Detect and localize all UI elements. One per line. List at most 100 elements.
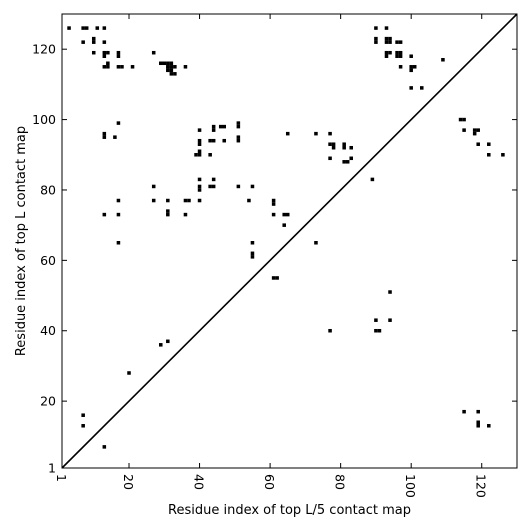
contact-point (384, 36, 389, 41)
contact-point (349, 156, 353, 161)
contact-point (398, 65, 403, 69)
x-tick-label: 1 (54, 474, 69, 482)
contact-point (166, 61, 170, 66)
contact-point (116, 212, 121, 217)
contact-point (183, 198, 188, 203)
contact-point (102, 445, 107, 449)
contact-point (120, 65, 124, 69)
contact-point (285, 212, 290, 217)
contact-point (106, 65, 110, 69)
contact-point (187, 198, 191, 203)
contact-point (194, 153, 198, 157)
contact-point (159, 61, 163, 66)
contact-point (218, 124, 223, 129)
x-tick-label: 120 (474, 474, 489, 498)
contact-point (476, 142, 480, 146)
contact-point (197, 198, 202, 203)
contact-point (130, 65, 135, 69)
contact-point (487, 424, 491, 428)
contact-point (127, 371, 131, 375)
contact-point (282, 212, 286, 217)
contact-point (151, 198, 156, 203)
contact-point (388, 36, 392, 41)
contact-point (166, 209, 170, 213)
contact-point (211, 177, 216, 182)
contact-point (183, 65, 188, 69)
contact-point (81, 413, 85, 417)
contact-point (331, 142, 336, 146)
contact-point (412, 65, 417, 69)
contact-point (159, 343, 163, 347)
contact-point (197, 177, 202, 182)
contact-point (271, 212, 276, 217)
contact-point (370, 177, 375, 182)
contact-point (374, 36, 378, 41)
contact-point (166, 339, 170, 344)
contact-point (162, 61, 167, 66)
x-tick-label: 40 (192, 474, 207, 490)
contact-point (420, 86, 424, 90)
contact-points (67, 26, 505, 449)
contact-point (211, 184, 216, 189)
contact-point (462, 117, 466, 122)
contact-point (197, 128, 202, 132)
contact-point (314, 131, 318, 136)
contact-point (208, 184, 212, 189)
contact-point (222, 138, 227, 143)
contact-point (388, 50, 392, 55)
contact-point (91, 36, 96, 41)
contact-point (102, 212, 107, 217)
contact-point (331, 145, 336, 150)
contact-point (151, 50, 156, 55)
contact-point (487, 153, 491, 157)
contact-point (374, 26, 378, 30)
contact-point (95, 26, 100, 30)
contact-point (384, 40, 389, 44)
contact-point (285, 131, 290, 136)
contact-point (472, 128, 477, 132)
contact-point (208, 153, 212, 157)
contact-point (197, 184, 202, 189)
contact-point (398, 40, 403, 44)
contact-point (116, 198, 121, 203)
contact-point (462, 409, 466, 414)
contact-point (236, 184, 241, 189)
contact-point (487, 142, 491, 146)
contact-point (441, 57, 445, 62)
contact-point (211, 124, 216, 129)
contact-point (102, 54, 107, 58)
x-axis-label: Residue index of top L/5 contact map (168, 503, 411, 518)
contact-point (342, 160, 346, 164)
contact-point (169, 72, 174, 76)
contact-point (81, 26, 85, 30)
contact-point (173, 72, 177, 76)
plot-frame (61, 13, 518, 469)
contact-point (81, 40, 85, 44)
contact-point (106, 61, 110, 66)
contact-point (91, 40, 96, 44)
contact-point (151, 184, 156, 189)
contact-point (476, 128, 480, 132)
contact-point (314, 241, 318, 245)
contact-point (328, 328, 332, 333)
contact-point (409, 65, 413, 69)
contact-point (116, 121, 121, 125)
contact-point (211, 138, 216, 143)
contact-point (169, 65, 174, 69)
contact-point (349, 145, 353, 150)
diagonal-line (61, 13, 518, 469)
y-tick-label: 60 (40, 253, 56, 268)
contact-point (166, 65, 170, 69)
contact-point (208, 138, 212, 143)
contact-point (91, 50, 96, 55)
y-tick-label: 1 (48, 461, 56, 476)
contact-point (166, 68, 170, 73)
contact-point (102, 40, 107, 44)
contact-point (197, 138, 202, 143)
contact-point (374, 318, 378, 322)
contact-point (374, 328, 378, 333)
y-tick-label: 20 (40, 394, 56, 409)
contact-point (250, 251, 255, 256)
contact-point (395, 40, 399, 44)
